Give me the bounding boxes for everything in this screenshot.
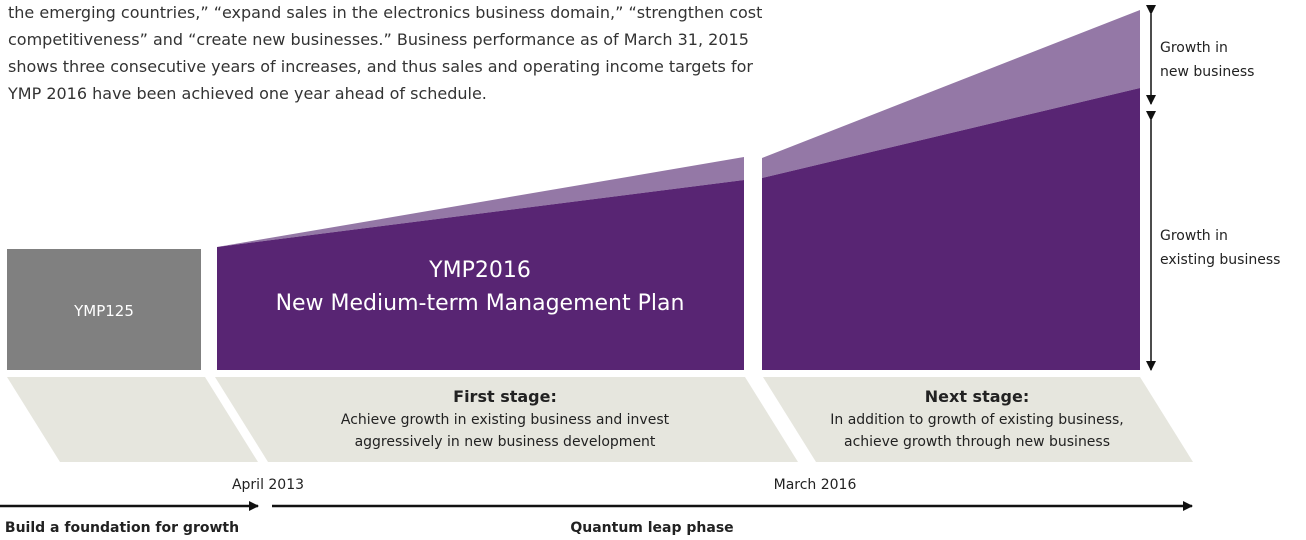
right-label: Growth in	[1160, 40, 1228, 56]
ymp2016-title: YMP2016	[428, 258, 531, 283]
ymp125-label: YMP125	[73, 302, 134, 320]
next-stage-block	[762, 88, 1140, 370]
paragraph-line: competitiveness” and “create new busines…	[8, 30, 749, 49]
ymp2016-subtitle: New Medium-term Management Plan	[276, 291, 685, 316]
phase-label: Quantum leap phase	[570, 520, 733, 536]
stage-band	[215, 377, 798, 462]
paragraph-line: the emerging countries,” “expand sales i…	[8, 3, 762, 22]
date-label: March 2016	[774, 477, 857, 493]
right-label: new business	[1160, 64, 1254, 80]
stage-band	[7, 377, 258, 462]
phase-label: Build a foundation for growth	[5, 520, 239, 536]
ymp2016-block	[217, 180, 744, 370]
stage-band	[763, 377, 1193, 462]
ymp125-block	[7, 249, 201, 370]
stage-heading: First stage:	[453, 387, 557, 406]
stage-text: aggressively in new business development	[355, 434, 656, 450]
right-label: Growth in	[1160, 228, 1228, 244]
new-business-wedge	[217, 157, 744, 247]
stage-text: In addition to growth of existing busine…	[830, 412, 1123, 428]
date-label: April 2013	[232, 477, 304, 493]
paragraph-line: YMP 2016 have been achieved one year ahe…	[7, 84, 487, 103]
stage-text: achieve growth through new business	[844, 434, 1110, 450]
stage-heading: Next stage:	[925, 387, 1029, 406]
paragraph-line: shows three consecutive years of increas…	[8, 57, 753, 76]
right-label: existing business	[1160, 252, 1280, 268]
new-business-wedge	[762, 10, 1140, 178]
stage-text: Achieve growth in existing business and …	[341, 412, 670, 428]
